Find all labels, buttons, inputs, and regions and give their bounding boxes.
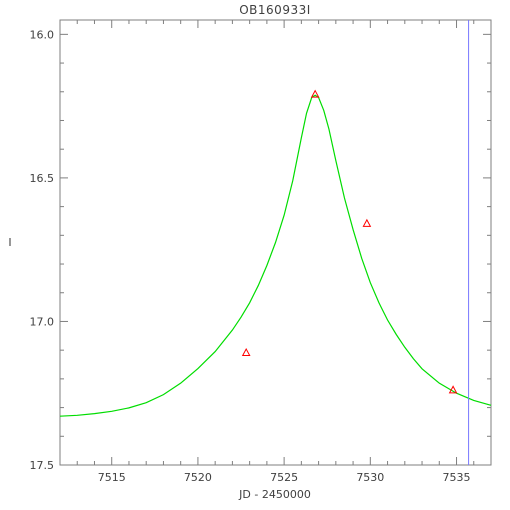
plot-frame xyxy=(59,19,492,466)
x-tick-label: 7520 xyxy=(184,471,212,484)
plot-area-border xyxy=(59,19,492,466)
x-tick-label: 7515 xyxy=(98,471,126,484)
model-curve xyxy=(59,94,492,417)
y-tick-label: 17.0 xyxy=(30,315,55,328)
chart-title: OB160933I xyxy=(239,3,311,17)
data-point-triangle xyxy=(241,347,251,357)
data-point-triangle xyxy=(362,218,372,227)
y-axis-label: I xyxy=(8,236,11,249)
x-tick-label: 7535 xyxy=(443,471,471,484)
y-tick-label: 16.0 xyxy=(30,28,55,41)
data-point-triangle xyxy=(448,385,458,394)
x-tick-label: 7530 xyxy=(356,471,384,484)
y-tick-label: 16.5 xyxy=(30,172,55,185)
y-tick-label: 17.5 xyxy=(30,459,55,472)
x-axis: 7515 7520 7525 7530 7535 xyxy=(59,20,492,484)
x-axis-label: JD - 2450000 xyxy=(238,488,311,501)
y-axis: 16.0 16.5 17.0 17.5 xyxy=(30,28,491,472)
data-point-triangle xyxy=(310,89,320,98)
plot-content xyxy=(59,20,492,465)
x-tick-label: 7525 xyxy=(270,471,298,484)
